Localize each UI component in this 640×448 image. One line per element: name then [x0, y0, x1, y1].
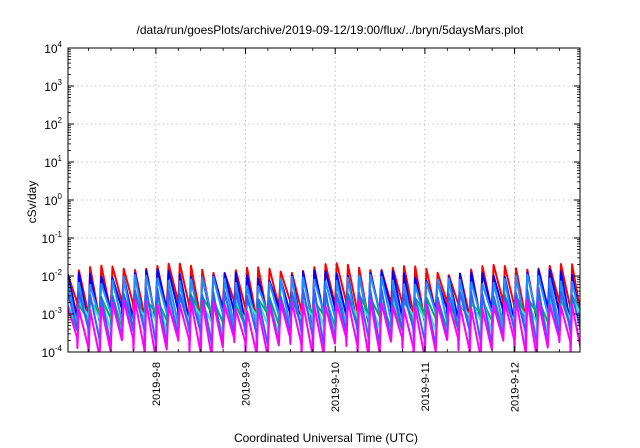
x-tick-label: 2019-9-10: [330, 362, 342, 412]
y-axis-label: cSv/day: [25, 181, 39, 224]
y-tick-label: 102: [44, 116, 62, 132]
chart-title: /data/run/goesPlots/archive/2019-09-12/1…: [137, 23, 525, 37]
y-tick-label: 103: [44, 78, 62, 94]
x-tick-label: 2019-9-8: [151, 362, 163, 406]
y-tick-label: 101: [44, 154, 62, 170]
y-tick-label: 104: [44, 40, 62, 56]
y-tick-label: 10-3: [42, 306, 63, 322]
x-tick-label: 2019-9-9: [241, 362, 253, 406]
x-tick-label: 2019-9-11: [420, 362, 432, 411]
series-line-7: [68, 298, 580, 352]
x-tick-label: 2019-9-12: [510, 362, 522, 412]
y-tick-label: 10-1: [42, 230, 63, 246]
y-tick-label: 100: [44, 192, 62, 208]
plot-series: [68, 262, 580, 352]
x-axis-label: Coordinated Universal Time (UTC): [234, 431, 418, 445]
y-tick-label: 10-4: [42, 344, 63, 360]
axis-ticks: 104 103 102 101 100 10-1 10-2 10-3 10-4 2019-9-8 2…: [42, 40, 580, 412]
y-tick-label: 10-2: [42, 268, 63, 284]
